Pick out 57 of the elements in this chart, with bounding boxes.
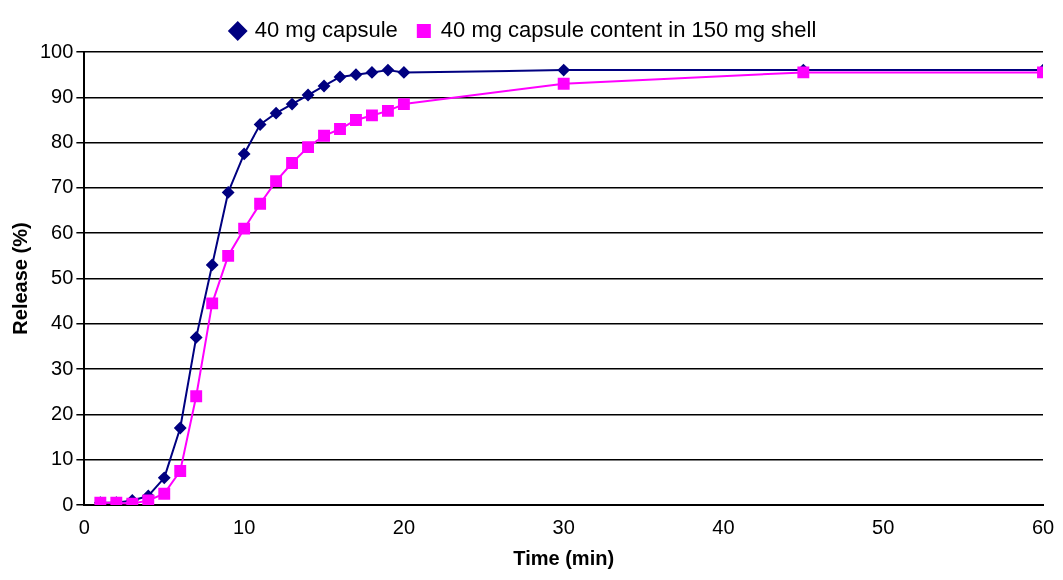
legend-label: 40 mg capsule content in 150 mg shell xyxy=(440,17,817,43)
point xyxy=(206,297,219,310)
point xyxy=(222,249,235,262)
point xyxy=(270,175,283,188)
y-tick-label: 10 xyxy=(51,447,74,470)
point xyxy=(206,258,219,271)
point xyxy=(365,66,378,79)
point xyxy=(174,465,187,477)
y-tick-label: 100 xyxy=(39,39,74,62)
x-tick-label: 60 xyxy=(1031,515,1055,538)
point xyxy=(381,64,394,77)
point xyxy=(190,390,203,403)
y-tick-label: 20 xyxy=(51,401,74,424)
y-tick-label: 90 xyxy=(51,84,74,107)
point xyxy=(286,157,299,169)
y-tick-label: 40 xyxy=(51,311,74,334)
point xyxy=(397,66,410,79)
point xyxy=(381,104,394,117)
point xyxy=(302,89,315,102)
x-tick-label: 30 xyxy=(552,515,575,538)
x-tick-label: 20 xyxy=(392,515,416,538)
x-tick-label: 0 xyxy=(78,515,90,538)
y-axis-title: Release (%) xyxy=(8,222,31,335)
point xyxy=(158,487,171,500)
point xyxy=(318,129,330,142)
point xyxy=(334,123,346,135)
point xyxy=(238,222,251,235)
point xyxy=(222,186,235,199)
point xyxy=(557,77,570,90)
point xyxy=(158,471,171,484)
point xyxy=(142,494,155,505)
point xyxy=(254,197,267,210)
y-tick-label: 80 xyxy=(51,130,74,153)
point xyxy=(334,70,346,83)
point xyxy=(397,98,410,111)
point xyxy=(366,109,378,122)
x-tick-label: 40 xyxy=(712,515,735,538)
point xyxy=(318,79,331,92)
point xyxy=(286,98,299,111)
y-tick-label: 30 xyxy=(51,356,74,379)
x-tick-label: 50 xyxy=(872,515,895,538)
y-tick-label: 50 xyxy=(51,266,74,289)
point xyxy=(349,68,362,81)
point xyxy=(350,114,362,126)
point xyxy=(254,118,267,131)
legend-label: 40 mg capsule xyxy=(254,17,398,43)
point xyxy=(302,141,314,154)
point xyxy=(174,421,187,434)
y-tick-label: 60 xyxy=(51,220,74,243)
point xyxy=(270,107,283,120)
point xyxy=(190,331,203,344)
point xyxy=(238,147,251,160)
x-axis-title: Time (min) xyxy=(513,546,615,569)
point xyxy=(557,64,570,77)
y-tick-label: 0 xyxy=(62,492,74,515)
y-tick-label: 70 xyxy=(51,175,74,198)
x-tick-label: 10 xyxy=(233,515,256,538)
